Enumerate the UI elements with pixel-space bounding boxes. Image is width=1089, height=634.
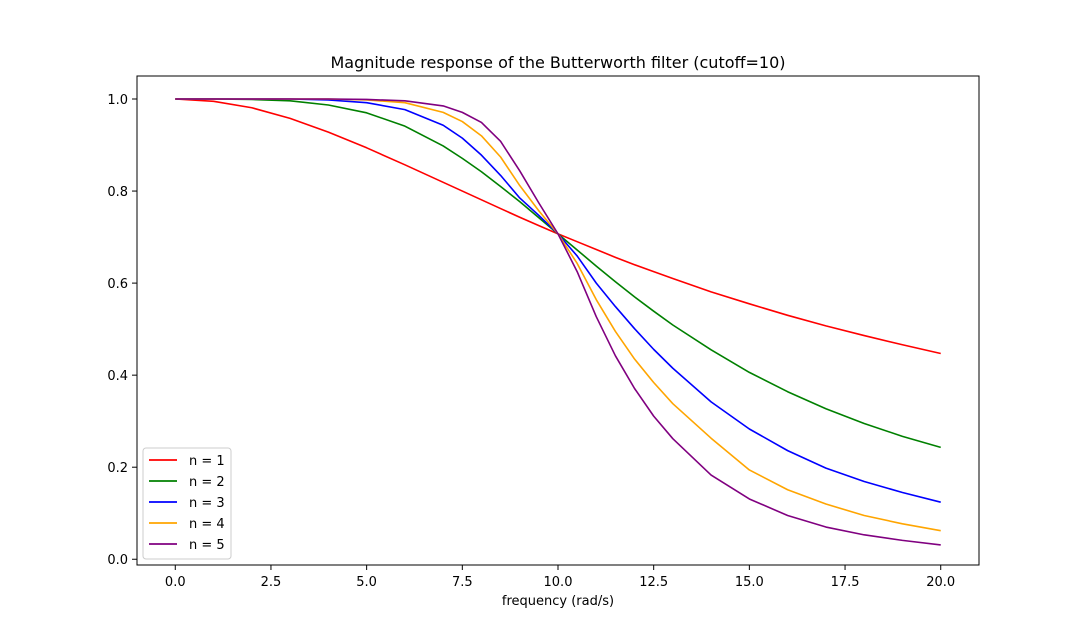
y-tick-label: 0.6 <box>107 277 128 292</box>
legend-label-1: n = 1 <box>189 454 225 469</box>
y-tick-label: 0.2 <box>107 461 128 476</box>
chart-title: Magnitude response of the Butterworth fi… <box>330 53 785 72</box>
legend: n = 1 n = 2 n = 3 n = 4 n = 5 <box>142 447 232 560</box>
x-tick-label: 15.0 <box>735 575 764 590</box>
plot-frame <box>136 75 980 566</box>
x-tick-label: 10.0 <box>544 575 573 590</box>
series-line-4 <box>175 98 941 532</box>
series-line-1 <box>175 98 941 355</box>
y-tick-label: 0.4 <box>107 369 128 384</box>
x-tick-label: 7.5 <box>452 575 473 590</box>
legend-label-2: n = 2 <box>189 475 225 490</box>
x-tick-label: 2.5 <box>261 575 282 590</box>
y-axis: 0.0 0.2 0.4 0.6 0.8 1.0 <box>107 93 137 568</box>
legend-label-5: n = 5 <box>189 538 225 553</box>
x-tick-label: 12.5 <box>639 575 668 590</box>
series-line-5 <box>175 98 941 546</box>
y-tick-label: 1.0 <box>107 93 128 108</box>
x-tick-label: 20.0 <box>926 575 955 590</box>
series-line-2 <box>175 98 941 449</box>
legend-box <box>142 447 232 560</box>
legend-label-3: n = 3 <box>189 496 225 511</box>
x-tick-label: 5.0 <box>356 575 377 590</box>
y-tick-label: 0.8 <box>107 185 128 200</box>
x-axis: 0.0 2.5 5.0 7.5 10.0 12.5 15.0 17.5 20.0 <box>165 565 955 590</box>
x-axis-label: frequency (rad/s) <box>502 594 614 609</box>
x-tick-label: 17.5 <box>831 575 860 590</box>
series-layer <box>175 98 941 546</box>
legend-label-4: n = 4 <box>189 517 225 532</box>
series-line-3 <box>175 98 941 503</box>
x-tick-label: 0.0 <box>165 575 186 590</box>
y-tick-label: 0.0 <box>107 553 128 568</box>
